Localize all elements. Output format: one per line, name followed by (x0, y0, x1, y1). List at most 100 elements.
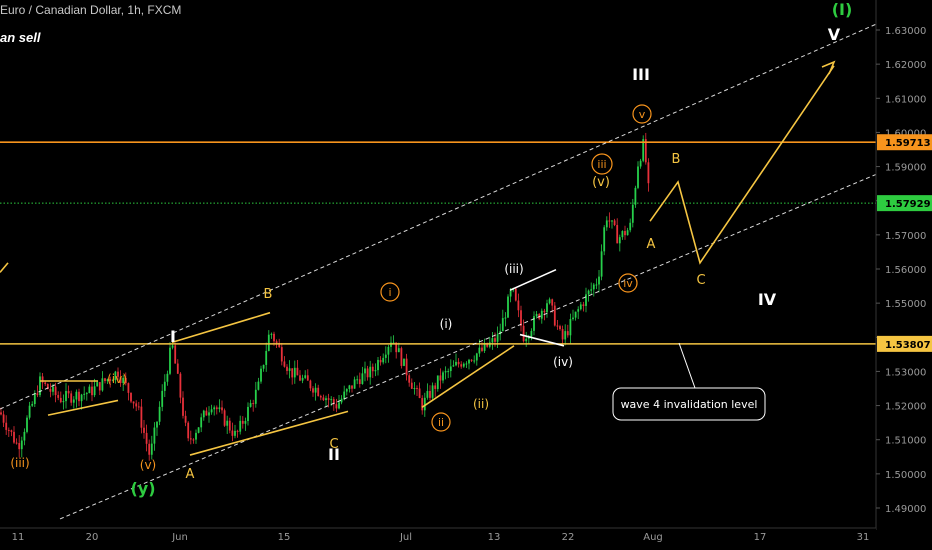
candle-body (585, 294, 587, 306)
candle-body (504, 317, 507, 319)
candle-body (106, 379, 109, 382)
candle-body (150, 443, 153, 455)
candle (574, 311, 577, 321)
candle (158, 401, 161, 426)
candle-body (403, 358, 405, 366)
wave-label-text: III (632, 65, 650, 84)
candle-body (44, 382, 47, 385)
candle-body (631, 204, 634, 223)
candle-body (169, 347, 171, 374)
candle-body (39, 376, 41, 396)
candle-body (366, 368, 369, 378)
candle-body (312, 388, 314, 393)
candle (33, 390, 36, 408)
candle-body (345, 389, 348, 392)
candle-body (392, 342, 395, 344)
candle (449, 359, 452, 378)
candle-body (325, 398, 327, 401)
candle (561, 325, 564, 347)
candle (429, 385, 431, 401)
candle (187, 421, 190, 442)
wave-label-text: (iii) (10, 456, 29, 470)
candle-body (72, 399, 75, 403)
wave-label-10: iv (618, 273, 638, 293)
price-label-1.53807: 1.53807 (877, 335, 932, 352)
candle-body (247, 406, 249, 422)
candle-body (174, 345, 177, 364)
candle-body (483, 343, 486, 351)
candle (335, 398, 338, 413)
candle-body (332, 399, 335, 405)
candle (101, 371, 104, 392)
candle (36, 385, 39, 398)
candle (260, 365, 262, 384)
candle (119, 370, 122, 387)
candle (431, 382, 434, 402)
wave-label-text: B (264, 287, 273, 302)
candle (93, 378, 96, 398)
candle-body (109, 379, 112, 381)
candle-body (639, 160, 642, 167)
wave-label-circle (632, 104, 652, 124)
candle (234, 424, 236, 439)
candle-body (267, 334, 270, 351)
candle-body (384, 354, 387, 358)
candle (195, 429, 197, 444)
candle (600, 244, 603, 281)
candle (62, 394, 65, 410)
candle-body (364, 368, 366, 374)
candle (444, 366, 447, 380)
candle-body (205, 410, 208, 416)
candle-body (434, 385, 437, 389)
candle (465, 361, 468, 368)
candle-body (156, 421, 158, 428)
candle-body (608, 220, 611, 222)
candle (603, 225, 606, 256)
candle (286, 364, 288, 375)
candle (377, 357, 379, 376)
candle (249, 399, 252, 408)
candle (452, 360, 455, 367)
price-axis-bg (876, 0, 932, 550)
candle-body (444, 371, 447, 373)
candle (270, 332, 273, 339)
wave-label-text: IV (758, 290, 777, 309)
candle-body (148, 443, 151, 455)
candle-body (335, 404, 338, 409)
candle-body (447, 371, 450, 373)
candle-body (457, 361, 460, 365)
price-tick-label: 1.60000 (885, 128, 926, 139)
candle-body (228, 420, 231, 431)
price-tick-label: 1.57000 (885, 231, 926, 242)
candle (618, 234, 621, 252)
candle (210, 404, 213, 415)
candle-body (322, 397, 325, 401)
candle-body (132, 401, 135, 404)
price-tick-label: 1.49000 (885, 504, 926, 515)
candle (405, 353, 408, 381)
candle-body (494, 338, 496, 342)
candle-body (23, 431, 26, 441)
price-tick-label: 1.52000 (885, 402, 926, 413)
candle (135, 400, 138, 412)
candle-body (265, 350, 268, 365)
candle (44, 381, 47, 386)
date-tick-label: 22 (562, 532, 575, 543)
candle-body (491, 338, 494, 343)
candle-body (192, 439, 195, 441)
wave-label-text: (v) (592, 175, 610, 190)
price-tick-label: 1.53000 (885, 367, 926, 378)
candle (631, 198, 634, 228)
candle-body (379, 359, 382, 363)
candle-body (319, 395, 322, 398)
time-axis-bg (0, 528, 876, 550)
candle (231, 422, 234, 442)
candle (223, 408, 226, 427)
candle (616, 218, 619, 244)
price-label-text: 1.57929 (885, 199, 931, 210)
candle-body (223, 410, 226, 426)
candle (356, 375, 359, 385)
candle (447, 368, 450, 379)
channel-upper (0, 23, 877, 410)
